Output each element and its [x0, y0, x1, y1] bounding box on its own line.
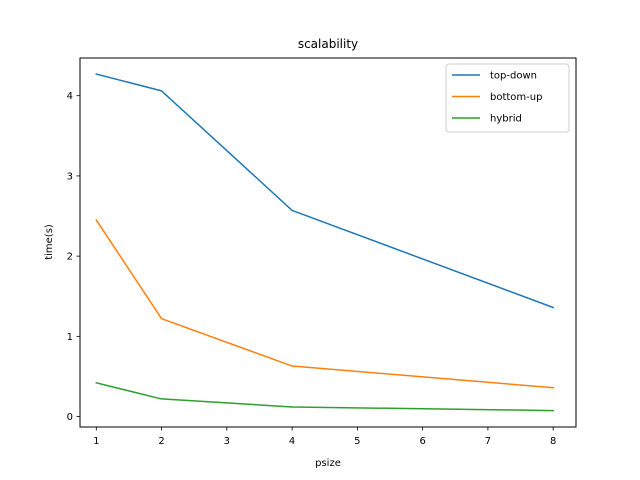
x-tick-label: 4	[289, 436, 295, 447]
y-axis-label: time(s)	[44, 224, 55, 260]
x-tick-label: 7	[485, 436, 491, 447]
chart-title: scalability	[298, 37, 358, 51]
x-axis: 1 2 3 4 5 6 7 8	[93, 427, 556, 447]
y-tick-label: 3	[67, 171, 73, 182]
y-tick-label: 2	[67, 252, 73, 263]
series-line-top-down	[95, 73, 555, 309]
x-tick-label: 1	[93, 436, 99, 447]
y-tick-label: 4	[67, 91, 73, 102]
x-tick-label: 2	[158, 436, 164, 447]
y-tick-label: 0	[67, 412, 73, 423]
series-lines	[95, 73, 555, 412]
series-line-hybrid	[95, 381, 554, 412]
x-tick-label: 3	[224, 436, 230, 447]
x-tick-label: 6	[419, 436, 425, 447]
legend-label-hybrid: hybrid	[490, 114, 522, 125]
legend: top-down bottom-up hybrid	[445, 63, 570, 133]
series-line-bottom-up	[95, 219, 554, 389]
legend-label-bottom-up: bottom-up	[490, 92, 542, 103]
legend-label-top-down: top-down	[490, 71, 537, 82]
plot-area-frame	[79, 57, 577, 428]
x-tick-label: 5	[354, 436, 360, 447]
x-axis-label: psize	[315, 458, 341, 469]
y-axis: 0 1 2 3 4	[67, 91, 80, 423]
legend-frame	[445, 63, 570, 133]
y-tick-label: 1	[67, 332, 73, 343]
x-tick-label: 8	[550, 436, 556, 447]
